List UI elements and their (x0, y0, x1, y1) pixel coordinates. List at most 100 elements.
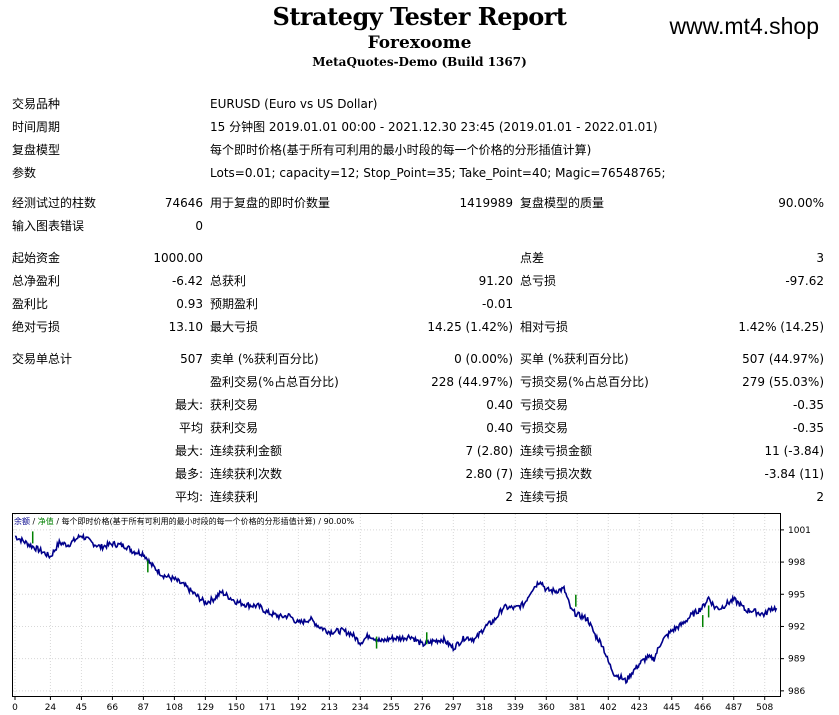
legend-equity: 净值 (38, 516, 54, 526)
maximal-consecutive-loss-label: 连续亏损次数 (520, 467, 593, 481)
maximal-drawdown-value: 14.25 (1.42%) (427, 320, 513, 334)
gross-loss-value: -97.62 (785, 274, 824, 288)
chart-frame (12, 513, 781, 697)
largest-profit-value: 0.40 (486, 398, 513, 412)
maximal-consecutive-profit-value: 2.80 (7) (465, 467, 513, 481)
y-tick-label: 986 (788, 687, 805, 697)
x-tick-label: 339 (507, 703, 524, 713)
net-profit-value: -6.42 (171, 274, 203, 288)
model-value: 每个即时价格(基于所有可利用的最小时段的每一个价格的分形插值计算) (210, 143, 592, 157)
y-tick-label: 995 (788, 590, 805, 600)
average-loss-value: -0.35 (792, 421, 824, 435)
gross-profit-label: 总获利 (210, 274, 247, 288)
x-tick-label: 487 (725, 703, 742, 713)
legend-balance: 余额 (14, 516, 30, 526)
x-tick-label: 66 (107, 703, 119, 713)
largest-loss-label: 亏损交易 (520, 398, 569, 412)
avg-prefix: 平均: (174, 490, 203, 504)
maximal-prefix: 最多: (174, 467, 203, 481)
x-tick-label: 508 (756, 703, 773, 713)
symbol-value: EURUSD (Euro vs US Dollar) (210, 97, 378, 111)
absolute-drawdown-value: 13.10 (168, 320, 203, 334)
max-consecutive-losses-label: 连续亏损金额 (520, 444, 593, 458)
average-consecutive-losses-value: 2 (816, 490, 824, 504)
gross-profit-value: 91.20 (478, 274, 513, 288)
model-label: 复盘模型 (12, 143, 61, 157)
bars-value: 74646 (164, 196, 203, 210)
average-consecutive-wins-label: 连续获利 (210, 490, 259, 504)
report-title: Strategy Tester Report (272, 2, 567, 31)
bars-label: 经测试过的柱数 (12, 196, 97, 210)
average-loss-label: 亏损交易 (520, 421, 569, 435)
largest-loss-value: -0.35 (792, 398, 824, 412)
y-tick-label: 1001 (788, 526, 811, 536)
ticks-label: 用于复盘的即时价数量 (210, 196, 331, 210)
x-tick-label: 381 (569, 703, 586, 713)
balance-chart: 1001 998 995 992 989 986 0 24 45 66 87 108 129 150 17… (12, 513, 811, 713)
absolute-drawdown-label: 绝对亏损 (12, 320, 61, 334)
maximal-consecutive-profit-label: 连续获利次数 (210, 467, 283, 481)
largest-prefix: 最大: (174, 398, 203, 412)
x-tick-label: 192 (290, 703, 307, 713)
relative-drawdown-label: 相对亏损 (520, 320, 569, 334)
chart-lines (14, 531, 778, 685)
x-tick-label: 445 (663, 703, 680, 713)
x-tick-label: 150 (228, 703, 245, 713)
x-tick-label: 360 (538, 703, 555, 713)
max-consecutive-wins-label: 连续获利金额 (210, 444, 283, 458)
largest-profit-label: 获利交易 (210, 398, 259, 412)
symbol-label: 交易品种 (12, 97, 61, 111)
watermark-link[interactable]: www.mt4.shop (669, 13, 819, 39)
average-profit-label: 获利交易 (210, 421, 259, 435)
x-tick-label: 129 (197, 703, 214, 713)
x-tick-label: 108 (166, 703, 183, 713)
max-prefix: 最大: (174, 444, 203, 458)
server-build: MetaQuotes-Demo (Build 1367) (312, 55, 527, 69)
max-consecutive-wins-value: 7 (2.80) (465, 444, 513, 458)
expected-payoff-value: -0.01 (481, 297, 513, 311)
errors-value: 0 (195, 219, 203, 233)
legend-description: / 每个即时价格(基于所有可利用的最小时段的每一个价格的分形插值计算) / 90… (54, 516, 355, 526)
short-positions-value: 0 (0.00%) (454, 352, 513, 366)
spread-value: 3 (816, 251, 824, 265)
parameters-value: Lots=0.01; capacity=12; Stop_Point=35; T… (210, 166, 666, 180)
x-tick-label: 171 (259, 703, 276, 713)
quality-value: 90.00% (778, 196, 824, 210)
deposit-value: 1000.00 (153, 251, 203, 265)
quality-label: 复盘模型的质量 (520, 196, 605, 210)
period-label: 时间周期 (12, 120, 61, 134)
balance-line (14, 532, 778, 685)
x-tick-label: 255 (383, 703, 400, 713)
maximal-drawdown-label: 最大亏损 (210, 320, 259, 334)
max-consecutive-losses-value: 11 (-3.84) (764, 444, 825, 458)
x-tick-label: 402 (600, 703, 617, 713)
x-tick-label: 297 (445, 703, 462, 713)
x-tick-label: 45 (76, 703, 87, 713)
x-tick-label: 318 (476, 703, 493, 713)
y-tick-label: 989 (788, 655, 805, 665)
loss-trades-label: 亏损交易(%占总百分比) (520, 375, 649, 389)
x-tick-label: 234 (352, 703, 369, 713)
average-consecutive-losses-label: 连续亏损 (520, 490, 569, 504)
errors-label: 输入图表错误 (12, 219, 85, 233)
period-value: 15 分钟图 2019.01.01 00:00 - 2021.12.30 23:… (210, 120, 658, 134)
y-tick-label: 992 (788, 622, 805, 632)
long-positions-value: 507 (44.97%) (742, 352, 824, 366)
expert-name: Forexoome (367, 33, 472, 53)
ticks-value: 1419989 (459, 196, 513, 210)
short-positions-label: 卖单 (%获利百分比) (210, 352, 319, 366)
average-prefix: 平均 (178, 421, 203, 435)
gross-loss-label: 总亏损 (520, 274, 557, 288)
total-trades-label: 交易单总计 (12, 352, 73, 366)
x-tick-label: 423 (631, 703, 648, 713)
y-tick-label: 998 (788, 558, 805, 568)
relative-drawdown-value: 1.42% (14.25) (738, 320, 824, 334)
x-tick-label: 0 (12, 703, 18, 713)
profit-factor-value: 0.93 (176, 297, 203, 311)
legend-separator: / (30, 517, 38, 526)
x-tick-label: 466 (694, 703, 711, 713)
x-tick-label: 24 (45, 703, 57, 713)
maximal-consecutive-loss-value: -3.84 (11) (764, 467, 825, 481)
chart-legend: 余额 / 净值 / 每个即时价格(基于所有可利用的最小时段的每一个价格的分形插值… (14, 516, 354, 526)
net-profit-label: 总净盈利 (12, 274, 61, 288)
